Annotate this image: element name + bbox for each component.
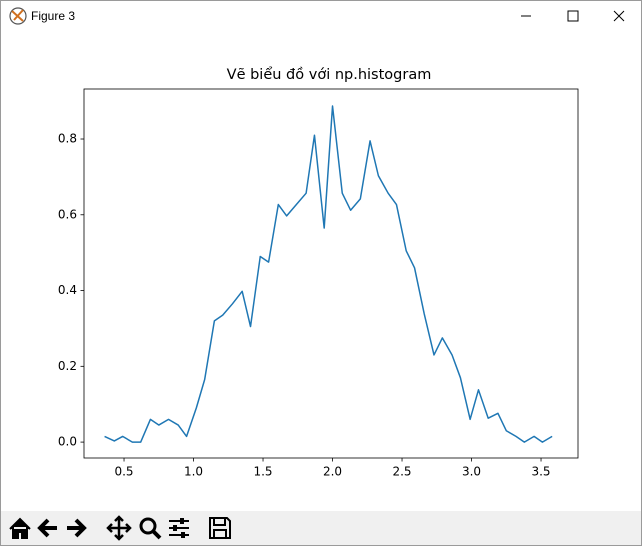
chart: Vẽ biểu đồ với np.histogram 0.0 0.2 0.4 0.6…	[58, 66, 579, 479]
chart-title: Vẽ biểu đồ với np.histogram	[227, 66, 432, 83]
x-tick-label: 1.5	[253, 465, 272, 479]
pan-button[interactable]	[106, 515, 132, 541]
app-icon	[9, 7, 27, 25]
y-tick-label: 0.6	[58, 207, 77, 221]
forward-button[interactable]	[63, 515, 89, 541]
x-tick-label: 3.0	[462, 465, 481, 479]
title-bar: Figure 3	[1, 1, 641, 31]
x-tick-label: 1.0	[184, 465, 203, 479]
back-button[interactable]	[35, 515, 61, 541]
y-tick-label: 0.8	[58, 132, 77, 146]
maximize[interactable]	[567, 10, 579, 22]
x-tick-label: 2.5	[392, 465, 411, 479]
axes-frame	[83, 88, 579, 459]
configure-button[interactable]	[166, 515, 192, 541]
y-tick-label: 0.4	[58, 283, 77, 297]
x-tick-label: 2.0	[323, 465, 342, 479]
toolbar	[1, 511, 641, 545]
close[interactable]	[613, 10, 625, 22]
window-title: Figure 3	[31, 9, 76, 23]
x-tick-label: 3.5	[531, 465, 550, 479]
zoom-button[interactable]	[137, 515, 163, 541]
x-tick-label: 0.5	[114, 465, 133, 479]
home-button[interactable]	[7, 515, 33, 541]
save-button[interactable]	[207, 515, 233, 541]
data-line	[104, 105, 553, 443]
y-tick-label: 0.2	[58, 359, 77, 373]
y-tick-label: 0.0	[58, 435, 77, 449]
window-controls[interactable]	[501, 1, 641, 31]
